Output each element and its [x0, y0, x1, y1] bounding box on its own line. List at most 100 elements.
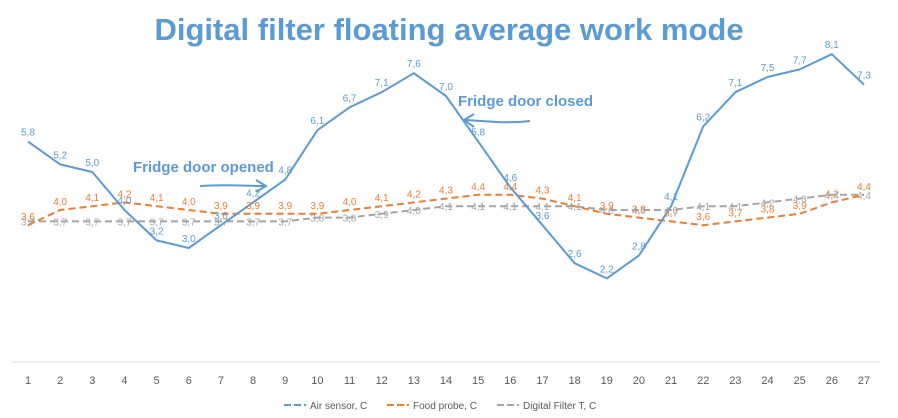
legend: Air sensor, C Food probe, C Digital Filter… [284, 401, 596, 412]
x-tick-label: 6 [186, 375, 192, 387]
x-tick-label: 17 [536, 375, 548, 387]
data-label: 6,1 [310, 116, 324, 127]
x-tick-label: 1 [25, 375, 31, 387]
data-label: 4,1 [568, 202, 582, 213]
data-label: 7,3 [857, 71, 871, 82]
data-label: 3,7 [664, 208, 678, 219]
x-tick-label: 21 [665, 375, 677, 387]
x-tick-label: 11 [344, 375, 355, 387]
data-label: 4,4 [857, 191, 871, 202]
x-tick-label: 10 [311, 375, 323, 387]
data-label: 4,1 [503, 202, 517, 213]
data-label: 4,1 [85, 193, 99, 204]
data-label: 3,9 [214, 201, 228, 212]
data-label: 7,7 [793, 55, 807, 66]
x-tick-label: 19 [601, 375, 613, 387]
data-label: 5,2 [53, 150, 67, 161]
data-label: 4,2 [407, 189, 421, 200]
data-label: 4,4 [825, 191, 839, 202]
data-label: 4,3 [793, 195, 807, 206]
data-label: 4,0 [182, 197, 196, 208]
legend-label: Digital Filter T, C [523, 401, 596, 412]
x-tick-label: 3 [89, 375, 95, 387]
data-label: 3,7 [53, 217, 67, 228]
x-tick-label: 9 [282, 375, 288, 387]
data-label: 3,8 [310, 214, 324, 225]
data-label: 5,0 [85, 158, 99, 169]
data-label: 3,9 [246, 201, 260, 212]
data-label: 7,6 [407, 59, 421, 70]
x-tick-label: 18 [568, 375, 580, 387]
x-tick-labels: 1 2 3 4 5 6 7 8 9 10 11 12 13 14 15 16 17 18 19 20 21 22 23 24 2… [25, 375, 870, 387]
data-label: 3,9 [278, 201, 292, 212]
data-label: 4,1 [536, 202, 550, 213]
data-label: 3,9 [600, 201, 614, 212]
data-label: 3,9 [375, 210, 389, 221]
data-label: 4,0 [632, 206, 646, 217]
arrowhead-door-closed [462, 113, 475, 128]
data-label: 3,8 [632, 205, 646, 216]
data-label: 3,9 [793, 201, 807, 212]
data-label: 8,1 [825, 40, 839, 51]
data-label: 4,4 [503, 182, 517, 193]
x-tick-label: 23 [729, 375, 741, 387]
data-label: 7,1 [375, 78, 389, 89]
data-label: 3,0 [182, 234, 196, 245]
data-label: 4,1 [664, 192, 678, 203]
legend-label: Food probe, C [413, 401, 477, 412]
x-tick-label: 27 [858, 375, 870, 387]
data-labels: 5,8 5,2 5,0 4,0 3,2 3,0 3,6 4,2 4,8 6,1 6,7 7,1 7,6 7… [21, 40, 871, 275]
data-label: 4,2 [246, 188, 260, 199]
series-lines [27, 53, 865, 280]
legend-label: Air sensor, C [310, 401, 367, 412]
data-label: 3,6 [21, 212, 35, 223]
data-label: 3,7 [246, 217, 260, 228]
data-label: 3,7 [21, 217, 35, 228]
data-label: 4,2 [761, 198, 775, 209]
data-label: 4,2 [118, 189, 132, 200]
data-label: 4,1 [150, 193, 164, 204]
annotation-door-opened: Fridge door opened [133, 159, 274, 176]
x-tick-label: 8 [250, 375, 256, 387]
data-label: 3,6 [214, 211, 228, 222]
data-label: 3,9 [310, 201, 324, 212]
arrowhead-door-opened [255, 179, 268, 193]
data-label: 3,7 [214, 217, 228, 228]
data-label: 3,7 [118, 217, 132, 228]
data-label: 4,1 [471, 202, 485, 213]
data-label: 3,7 [728, 208, 742, 219]
data-label: 4,4 [857, 182, 871, 193]
x-tick-label: 13 [408, 375, 420, 387]
data-label: 4,0 [600, 206, 614, 217]
arrow-door-closed [465, 119, 531, 124]
series-line-2 [28, 193, 864, 223]
data-label: 4,2 [825, 189, 839, 200]
data-label: 7,0 [439, 82, 453, 93]
x-tick-label: 15 [472, 375, 484, 387]
data-label: 4,3 [536, 186, 550, 197]
data-label: 4,1 [439, 202, 453, 213]
data-label: 3,8 [343, 214, 357, 225]
data-label: 4,1 [568, 193, 582, 204]
data-label: 5,8 [471, 128, 485, 139]
data-label: 4,0 [343, 197, 357, 208]
data-label: 2,6 [568, 249, 582, 260]
data-label: 4,8 [278, 166, 292, 177]
x-tick-label: 12 [376, 375, 388, 387]
x-tick-label: 14 [440, 375, 452, 387]
data-label: 6,2 [696, 112, 710, 123]
chart-title: Digital filter floating average work mod… [154, 12, 744, 47]
data-label: 3,7 [182, 217, 196, 228]
data-label: 4,0 [118, 196, 132, 207]
data-label: 4,0 [407, 206, 421, 217]
data-label: 4,1 [375, 193, 389, 204]
data-label: 4,4 [471, 182, 485, 193]
series-line-0 [27, 53, 865, 280]
data-label: 4,0 [664, 206, 678, 217]
arrow-door-opened [199, 184, 265, 187]
x-tick-label: 22 [697, 375, 709, 387]
data-label: 3,7 [85, 217, 99, 228]
x-tick-label: 7 [218, 375, 224, 387]
data-label: 4,3 [439, 186, 453, 197]
x-tick-label: 16 [504, 375, 516, 387]
